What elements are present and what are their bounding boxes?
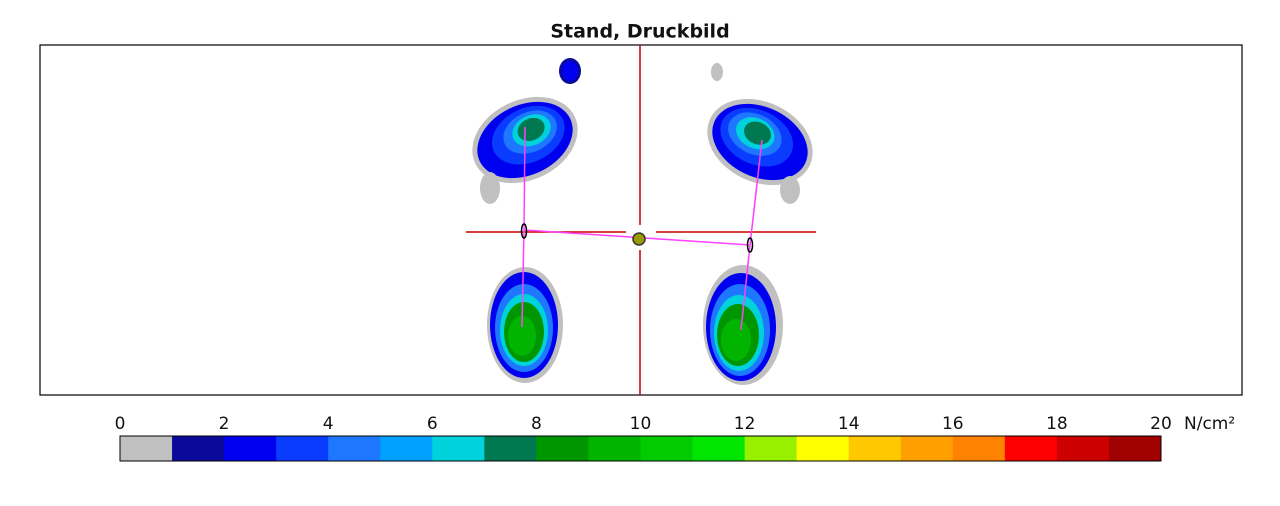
tick-label: 16: [942, 414, 964, 434]
color-segment: [1056, 436, 1110, 461]
colorbar: 0 2 4 6 8 10 12 14 16 18 20: [115, 414, 1172, 462]
color-segment: [640, 436, 694, 461]
title: Stand, Druckbild: [550, 21, 729, 43]
tick-label: 8: [531, 414, 542, 434]
tick-label: 20: [1150, 414, 1172, 434]
feet: [472, 58, 813, 385]
tick-label: 2: [219, 414, 230, 434]
color-segment: [1004, 436, 1058, 461]
tick-label: 10: [630, 414, 652, 434]
color-segment: [1108, 436, 1162, 461]
color-segment: [276, 436, 329, 461]
tick-label: 6: [427, 414, 438, 434]
color-segment: [120, 436, 173, 461]
tick-label: 18: [1046, 414, 1068, 434]
color-segment: [328, 436, 381, 461]
color-segment: [224, 436, 277, 461]
tick-label: 12: [734, 414, 756, 434]
colorbar-frame: [119, 435, 1162, 462]
color-segment: [484, 436, 537, 461]
color-segment: [536, 436, 589, 461]
color-segment: [172, 436, 225, 461]
color-segment: [432, 436, 485, 461]
unit-label: N/cm²: [1184, 414, 1235, 434]
color-segment: [848, 436, 902, 461]
color-segment: [744, 436, 798, 461]
tick-label: 4: [323, 414, 334, 434]
plate: [39, 44, 1243, 396]
color-segment: [952, 436, 1006, 461]
color-segment: [796, 436, 850, 461]
center-of-pressure-lines: [520, 126, 763, 331]
color-segment: [900, 436, 954, 461]
tick-label: 14: [838, 414, 860, 434]
color-segment: [692, 436, 746, 461]
tick-label: 0: [115, 414, 126, 434]
color-segment: [588, 436, 641, 461]
color-segment: [380, 436, 433, 461]
